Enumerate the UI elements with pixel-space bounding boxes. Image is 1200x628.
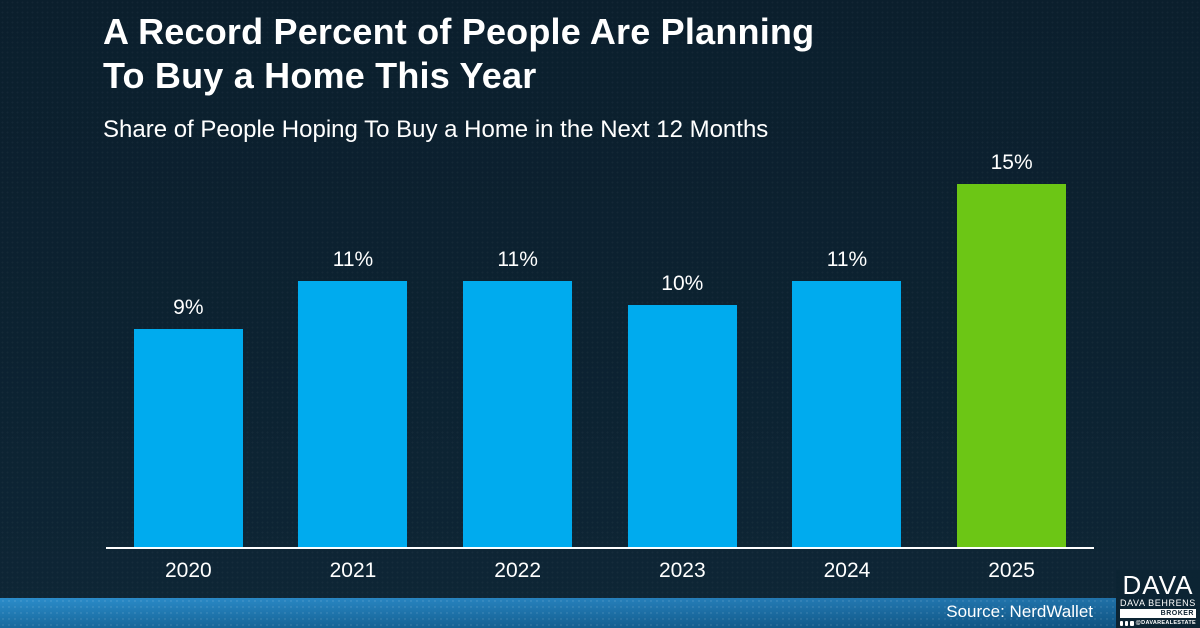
bars-container: 9% 11% 11% 10% 11% 15% [106, 0, 1094, 548]
bar-value-label-2024: 11% [826, 247, 868, 271]
bar-group-2023: 10% [600, 272, 765, 548]
page-subtitle: Share of People Hoping To Buy a Home in … [103, 116, 769, 143]
bar-value-label-2023: 10% [661, 272, 704, 295]
x-axis-label-2025: 2025 [988, 559, 1035, 582]
bar-value-label-2025: 15% [990, 150, 1033, 174]
bar-group-2025: 15% [929, 150, 1094, 548]
page-title-line2: To Buy a Home This Year [103, 55, 537, 96]
bar-group-2021: 11% [271, 248, 436, 548]
x-axis-labels: 2020 2021 2022 2023 2024 2025 [106, 559, 1094, 583]
logo-broker-label: BROKER [1120, 609, 1196, 618]
bar-chart: 9% 11% 11% 10% 11% 15% 2020 2021 2022 2023 2024 20… [106, 0, 1094, 600]
x-axis-line [106, 547, 1094, 549]
bar-value-label-2021: 11% [332, 247, 374, 271]
x-axis-label-2022: 2022 [494, 559, 541, 582]
x-axis-label-2021: 2021 [329, 559, 377, 582]
bar-2021 [298, 280, 408, 548]
bar-2024 [792, 280, 902, 548]
bar-group-2022: 11% [435, 248, 600, 548]
bar-2020 [133, 329, 243, 548]
bar-2022 [463, 280, 573, 548]
bar-value-label-2020: 9% [173, 296, 204, 320]
footer-strip [0, 598, 1200, 628]
x-axis-label-2020: 2020 [164, 559, 212, 582]
brand-logo: DAVA DAVA BEHRENS BROKER @DAVAREALESTATE [1116, 570, 1200, 628]
page-title-line1: A Record Percent of People Are Planning [103, 11, 815, 52]
instagram-icon [1125, 620, 1129, 626]
logo-name: DAVA [1122, 570, 1194, 600]
bar-value-label-2022: 11% [497, 247, 538, 271]
linkedin-icon [1130, 620, 1134, 626]
page-title: A Record Percent of People Are Planning T… [103, 10, 814, 98]
logo-social-handle: @DAVAREALESTATE [1135, 620, 1196, 626]
bar-group-2020: 9% [106, 296, 271, 548]
bar-2023 [627, 305, 737, 548]
bar-group-2024: 11% [765, 248, 930, 548]
logo-agent-name: DAVA BEHRENS [1120, 598, 1196, 608]
x-axis-label-2024: 2024 [823, 559, 871, 582]
logo-social-row: @DAVAREALESTATE [1120, 620, 1196, 626]
source-label: Source: NerdWallet [946, 602, 1093, 621]
facebook-icon [1120, 620, 1124, 626]
bar-2025 [957, 183, 1067, 548]
x-axis-label-2023: 2023 [658, 559, 706, 582]
